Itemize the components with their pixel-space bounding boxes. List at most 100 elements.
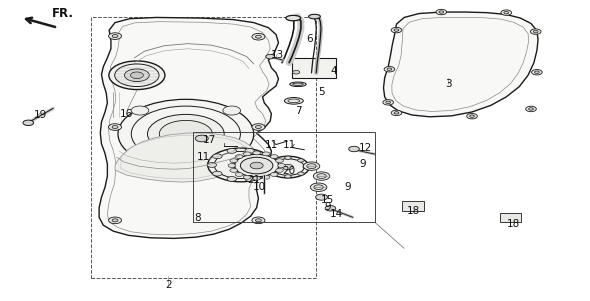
Polygon shape [384,12,538,117]
Ellipse shape [112,126,118,129]
Bar [292,58,336,78]
Text: 2: 2 [165,280,172,290]
Ellipse shape [303,162,320,170]
Ellipse shape [436,9,447,15]
Ellipse shape [195,135,208,142]
Ellipse shape [207,163,217,167]
Ellipse shape [272,172,278,175]
Text: 19: 19 [34,110,47,120]
Ellipse shape [266,54,275,59]
Ellipse shape [223,153,241,162]
Ellipse shape [252,217,265,224]
Text: 4: 4 [330,66,337,76]
Ellipse shape [159,120,212,147]
Ellipse shape [284,175,291,178]
Ellipse shape [283,164,293,170]
Ellipse shape [131,106,149,115]
Ellipse shape [383,100,394,105]
Ellipse shape [109,124,122,130]
Ellipse shape [232,161,249,169]
Text: 12: 12 [359,143,372,153]
Text: 7: 7 [294,106,301,116]
Ellipse shape [243,175,251,179]
Ellipse shape [265,163,274,167]
Ellipse shape [529,108,533,110]
Text: 21: 21 [247,175,260,185]
Ellipse shape [284,156,291,160]
Ellipse shape [112,35,118,38]
Ellipse shape [212,171,222,176]
Text: 20: 20 [283,166,296,176]
Ellipse shape [314,185,323,190]
Text: 14: 14 [330,209,343,219]
Ellipse shape [501,10,512,15]
Ellipse shape [278,163,286,167]
Ellipse shape [255,126,261,129]
Ellipse shape [109,33,122,39]
Ellipse shape [526,106,536,112]
Ellipse shape [293,70,300,74]
Text: 13: 13 [271,50,284,60]
Ellipse shape [118,99,254,169]
Ellipse shape [272,159,278,162]
Text: 9: 9 [345,182,352,192]
Ellipse shape [255,219,261,222]
Ellipse shape [124,69,149,82]
Text: 11: 11 [283,140,296,150]
Text: 6: 6 [306,34,313,44]
Ellipse shape [109,61,165,90]
Ellipse shape [297,159,304,162]
Ellipse shape [245,148,254,153]
Bar [402,201,424,211]
Text: 15: 15 [321,195,334,205]
Ellipse shape [227,177,237,182]
Ellipse shape [310,183,327,191]
Ellipse shape [252,124,265,130]
Ellipse shape [297,172,304,175]
Ellipse shape [223,106,241,115]
Ellipse shape [394,29,399,31]
Ellipse shape [109,217,122,224]
Ellipse shape [208,148,274,182]
Text: 8: 8 [194,213,201,223]
Ellipse shape [260,154,269,159]
Ellipse shape [467,113,477,119]
Ellipse shape [530,29,541,34]
Ellipse shape [504,11,509,14]
Text: 16: 16 [120,109,133,119]
Ellipse shape [313,172,330,180]
Ellipse shape [131,153,149,162]
Text: 5: 5 [318,87,325,97]
Ellipse shape [325,206,336,211]
Ellipse shape [253,151,260,155]
Ellipse shape [284,98,303,104]
Text: 10: 10 [253,182,266,192]
Ellipse shape [245,177,254,182]
Text: 17: 17 [203,135,216,145]
Ellipse shape [290,82,306,87]
Ellipse shape [235,172,243,176]
Ellipse shape [227,148,237,153]
Ellipse shape [532,70,542,75]
Ellipse shape [230,159,238,163]
Ellipse shape [235,155,243,159]
Ellipse shape [309,14,320,19]
Ellipse shape [439,11,444,13]
Ellipse shape [384,67,395,72]
Ellipse shape [230,169,238,172]
Ellipse shape [263,175,270,179]
Ellipse shape [270,172,278,176]
Ellipse shape [112,219,118,222]
Ellipse shape [266,166,273,169]
Ellipse shape [228,163,236,167]
Ellipse shape [535,71,539,73]
Ellipse shape [470,115,474,117]
Ellipse shape [23,120,34,126]
Ellipse shape [349,146,359,152]
Ellipse shape [316,194,327,200]
Ellipse shape [386,101,391,104]
Ellipse shape [303,166,310,169]
Ellipse shape [391,110,402,116]
Ellipse shape [241,157,273,174]
Ellipse shape [387,68,392,70]
